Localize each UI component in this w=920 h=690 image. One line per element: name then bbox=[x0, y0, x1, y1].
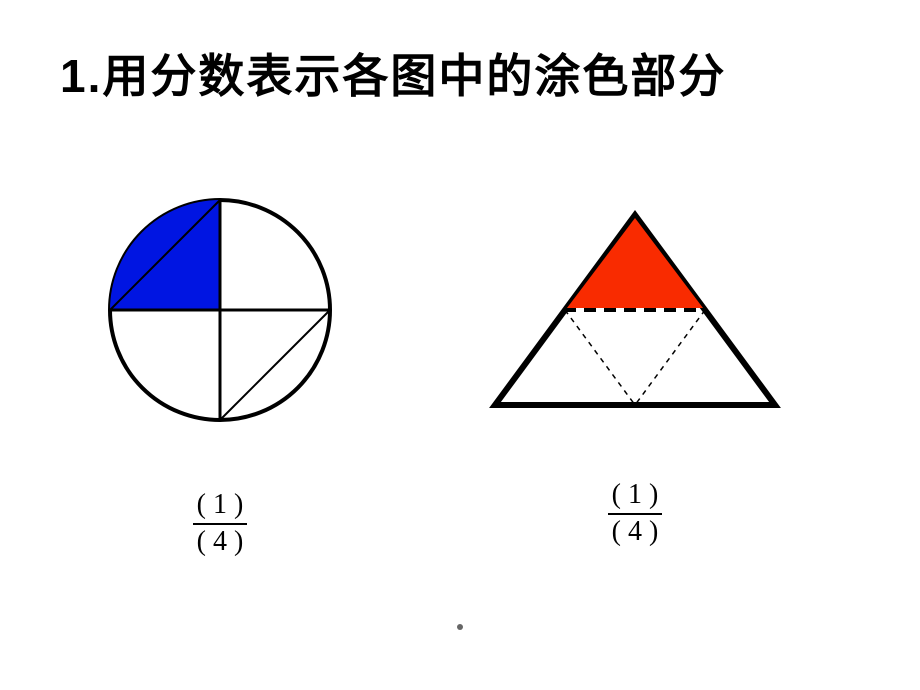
triangle-fraction: ( 1 ) ( 4 ) bbox=[608, 480, 663, 548]
page-title: 1.用分数表示各图中的涂色部分 bbox=[60, 40, 726, 106]
triangle-inner-dash-right bbox=[635, 310, 705, 405]
triangle-figure-container: ( 1 ) ( 4 ) bbox=[480, 200, 790, 548]
triangle-fraction-numerator: ( 1 ) bbox=[608, 480, 663, 515]
triangle-inner-dash-left bbox=[565, 310, 635, 405]
figures-row: ( 1 ) ( 4 ) ( 1 ) ( 4 ) bbox=[0, 190, 920, 558]
circle-fraction-denominator: ( 4 ) bbox=[193, 525, 248, 558]
triangle-shaded-top bbox=[567, 218, 703, 308]
circle-fraction-numerator: ( 1 ) bbox=[193, 490, 248, 525]
circle-fraction: ( 1 ) ( 4 ) bbox=[193, 490, 248, 558]
circle-figure-container: ( 1 ) ( 4 ) bbox=[100, 190, 340, 558]
page-dot-marker bbox=[457, 624, 463, 630]
circle-diagram bbox=[100, 190, 340, 430]
triangle-fraction-denominator: ( 4 ) bbox=[608, 515, 663, 548]
triangle-diagram bbox=[480, 200, 790, 420]
